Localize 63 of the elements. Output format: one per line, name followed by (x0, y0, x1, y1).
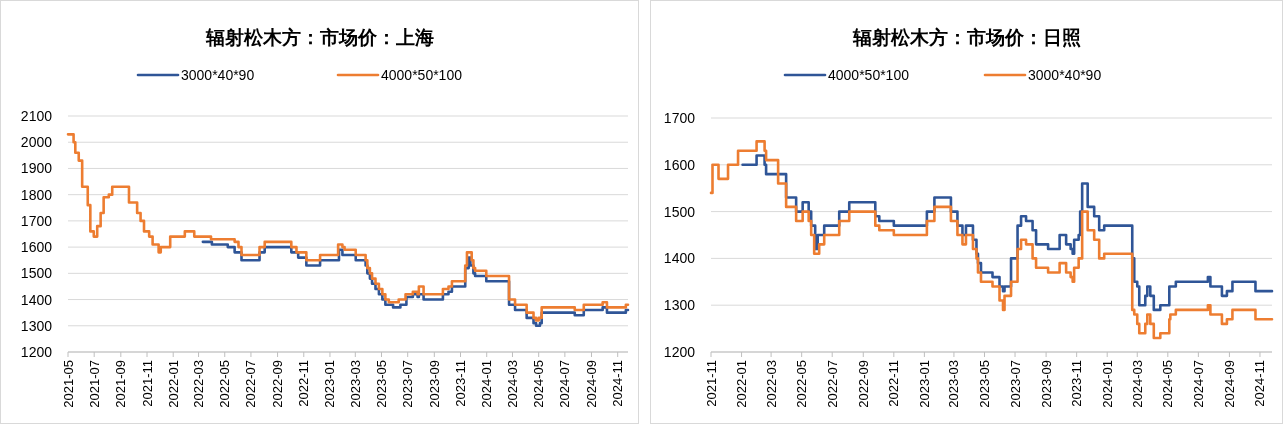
x-tick-label: 2024-07 (557, 360, 573, 408)
x-tick-label: 2024-05 (531, 360, 547, 408)
x-tick-label: 2024-09 (584, 360, 599, 408)
y-tick-label: 1300 (663, 297, 696, 314)
x-tick-label: 2023-03 (946, 360, 962, 408)
y-tick-label: 1200 (20, 344, 53, 360)
x-tick-label: 2021-11 (139, 360, 155, 407)
chart-title: 辐射松木方：市场价：日照 (852, 27, 1081, 48)
y-tick-label: 1600 (663, 156, 696, 173)
y-tick-label: 1300 (20, 317, 53, 334)
x-tick-label: 2022-01 (165, 360, 181, 408)
x-tick-label: 2022-05 (217, 360, 233, 408)
chart-title: 辐射松木方：市场价：上海 (205, 27, 434, 48)
x-tick-label: 2022-01 (734, 360, 750, 408)
x-tick-label: 2022-11 (886, 360, 902, 407)
x-tick-label: 2021-09 (113, 360, 129, 408)
x-tick-label: 2023-01 (916, 360, 932, 408)
x-tick-label: 2024-11 (1252, 360, 1268, 407)
x-tick-label: 2021-07 (86, 360, 102, 408)
x-tick-label: 2024-07 (1190, 360, 1206, 408)
y-tick-label: 1800 (20, 186, 53, 203)
x-tick-label: 2023-05 (374, 360, 389, 408)
x-tick-label: 2023-09 (1038, 360, 1054, 408)
x-tick-label: 2024-03 (1129, 360, 1145, 408)
x-tick-label: 2023-11 (1069, 360, 1085, 407)
y-tick-label: 2100 (20, 108, 53, 124)
y-tick-label: 1900 (20, 160, 53, 177)
x-tick-label: 2023-05 (976, 360, 992, 408)
y-tick-label: 1500 (663, 203, 696, 220)
y-tick-label: 1400 (663, 250, 696, 267)
x-tick-label: 2022-03 (763, 360, 779, 408)
x-tick-label: 2024-05 (1160, 360, 1176, 408)
x-tick-label: 2024-03 (504, 360, 520, 408)
y-tick-label: 1400 (20, 291, 53, 308)
x-tick-label: 2022-11 (296, 360, 312, 407)
x-tick-label: 2021-05 (60, 360, 76, 408)
x-tick-label: 2022-09 (855, 360, 871, 408)
x-tick-label: 2022-07 (824, 360, 840, 408)
x-tick-label: 2022-03 (191, 360, 207, 408)
x-tick-label: 2023-07 (1007, 360, 1023, 408)
x-tick-label: 2022-09 (270, 360, 286, 408)
x-tick-label: 2024-09 (1221, 360, 1237, 408)
x-tick-label: 2022-07 (243, 360, 259, 408)
x-tick-label: 2024-01 (1099, 360, 1115, 408)
legend-label: 3000*40*90 (1028, 67, 1102, 83)
legend-label: 3000*40*90 (181, 67, 255, 83)
x-tick-label: 2024-11 (610, 360, 626, 407)
legend-label: 4000*50*100 (828, 67, 910, 83)
y-tick-label: 2000 (20, 134, 53, 151)
x-tick-label: 2023-07 (400, 360, 416, 408)
x-tick-label: 2023-09 (426, 360, 442, 408)
y-tick-label: 1700 (20, 212, 53, 229)
x-tick-label: 2023-03 (347, 360, 363, 408)
x-tick-label: 2024-01 (479, 360, 495, 408)
y-tick-label: 1600 (20, 239, 53, 256)
x-tick-label: 2023-11 (453, 360, 469, 407)
x-tick-label: 2022-05 (794, 360, 810, 408)
x-tick-label: 2021-11 (703, 360, 719, 407)
legend-label: 4000*50*100 (381, 67, 463, 83)
y-tick-label: 1500 (20, 265, 53, 282)
y-tick-label: 1700 (663, 110, 696, 126)
y-tick-label: 1200 (663, 344, 696, 360)
x-tick-label: 2023-01 (322, 360, 338, 408)
